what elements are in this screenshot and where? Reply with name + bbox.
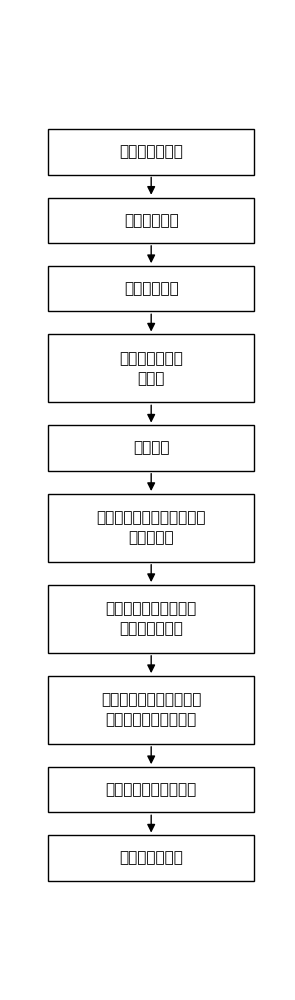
Bar bbox=[48, 494, 254, 562]
Text: 在线测量、终检: 在线测量、终检 bbox=[119, 851, 183, 866]
Bar bbox=[48, 835, 254, 881]
Text: 数控加工规划: 数控加工规划 bbox=[124, 281, 178, 296]
Bar bbox=[48, 676, 254, 744]
Text: 数控粗加工、半
精加工: 数控粗加工、半 精加工 bbox=[119, 351, 183, 386]
Text: 设置不同的补偿系数，
精加工补偿规划: 设置不同的补偿系数， 精加工补偿规划 bbox=[106, 602, 197, 636]
Text: 在线测量规划: 在线测量规划 bbox=[124, 213, 178, 228]
Text: 同类材料、特征精加工: 同类材料、特征精加工 bbox=[106, 782, 197, 797]
Text: 数控精加工，设置偏差曲
线，得到最优补偿系数: 数控精加工，设置偏差曲 线，得到最优补偿系数 bbox=[101, 693, 201, 727]
Text: 测量数据分析，评估计算半
精加工误差: 测量数据分析，评估计算半 精加工误差 bbox=[96, 510, 206, 545]
Bar bbox=[48, 425, 254, 471]
Bar bbox=[48, 334, 254, 402]
Bar bbox=[48, 129, 254, 175]
Text: 薄壁件三维建模: 薄壁件三维建模 bbox=[119, 144, 183, 159]
Bar bbox=[48, 767, 254, 812]
Bar bbox=[48, 198, 254, 243]
Bar bbox=[48, 585, 254, 653]
Text: 在线测量: 在线测量 bbox=[133, 441, 169, 456]
Bar bbox=[48, 266, 254, 311]
